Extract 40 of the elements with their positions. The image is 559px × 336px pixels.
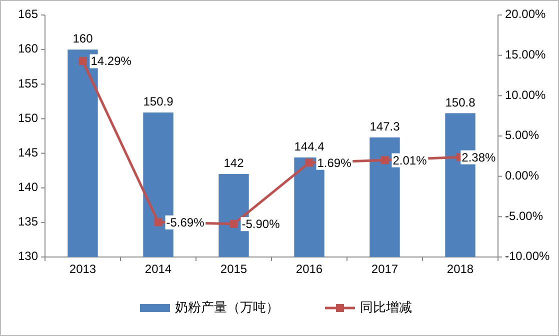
- data-label: 160: [72, 32, 94, 46]
- data-label: 14.29%: [90, 54, 132, 68]
- y2-tick-label: 5.00%: [505, 128, 540, 142]
- data-label: 142: [224, 156, 244, 170]
- y-tick-label: 140: [18, 180, 38, 194]
- legend-label: 同比增减: [360, 299, 412, 314]
- y2-tick-label: 15.00%: [505, 48, 546, 62]
- y-tick-label: 165: [18, 7, 38, 22]
- x-tick-label: 2016: [296, 262, 323, 276]
- y2-tick-label: 20.00%: [505, 7, 546, 22]
- y2-tick-label: -5.00%: [505, 208, 544, 223]
- y2-tick-label: -10.00%: [505, 249, 550, 264]
- data-label: 144.4: [294, 140, 325, 154]
- point: [305, 158, 314, 167]
- point: [380, 156, 389, 164]
- legend-label: 奶粉产量（万吨）: [175, 299, 279, 314]
- y2-tick-label: 10.00%: [505, 88, 546, 102]
- data-label: 147.3: [370, 120, 400, 134]
- point: [154, 218, 162, 226]
- x-tick-label: 2015: [220, 262, 248, 276]
- x-tick-label: 2013: [69, 262, 96, 276]
- x-tick-label: 2014: [144, 262, 172, 276]
- x-tick-label: 2017: [371, 262, 398, 276]
- data-label: -5.69%: [166, 215, 205, 230]
- data-label: 1.69%: [317, 156, 352, 170]
- y-tick-label: 155: [18, 76, 38, 90]
- y-tick-label: 135: [18, 214, 38, 229]
- y2-tick-label: 0.00%: [505, 168, 540, 183]
- y-tick-label: 150: [18, 110, 38, 125]
- y-tick-label: 130: [18, 249, 38, 264]
- point: [78, 57, 87, 66]
- data-label: 150.9: [143, 94, 174, 109]
- x-tick-label: 2018: [446, 262, 474, 276]
- y-tick-label: 145: [18, 145, 38, 160]
- y-tick-label: 160: [18, 42, 38, 56]
- data-label: 2.38%: [462, 150, 496, 164]
- point: [230, 220, 238, 228]
- data-label: 150.8: [445, 95, 476, 110]
- data-label: -5.90%: [242, 217, 280, 232]
- data-label: 2.01%: [392, 153, 428, 168]
